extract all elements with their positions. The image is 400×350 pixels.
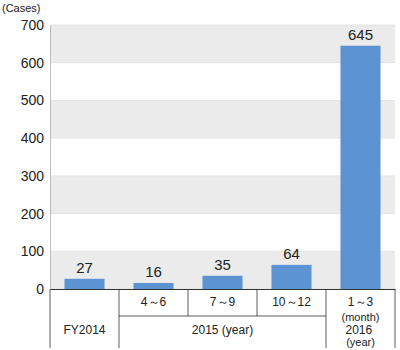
y-tick-label: 0	[36, 281, 44, 297]
data-label: 64	[283, 245, 300, 262]
y-axis-line	[50, 26, 51, 290]
x-axis-line	[51, 289, 396, 290]
x-tick-label: 10～12	[272, 295, 311, 309]
annotation: (month)	[342, 311, 380, 323]
y-tick: 500	[21, 92, 50, 108]
y-tick-label: 100	[21, 243, 45, 259]
y-tick: 200	[21, 206, 50, 222]
bar	[202, 276, 242, 289]
x-tick: 4～6	[141, 289, 167, 309]
data-label: 645	[348, 26, 373, 43]
category-divider	[257, 289, 258, 316]
x-tick-label: 4～6	[141, 295, 167, 309]
y-label: (Cases)	[2, 2, 41, 14]
category-divider	[395, 289, 396, 348]
y-tick: 100	[21, 243, 50, 259]
x-tick-label: 1～3	[348, 295, 374, 309]
y-tick-label: 300	[21, 168, 45, 184]
grid-line	[50, 25, 395, 26]
bars	[64, 46, 380, 289]
x-tick: 1～3	[348, 289, 374, 309]
y-tick: 600	[21, 55, 50, 71]
bar	[271, 265, 311, 289]
category-divider	[119, 289, 120, 348]
x-tick: 10～12	[272, 289, 311, 309]
category-divider	[50, 289, 51, 348]
y-tick-label: 400	[21, 130, 45, 146]
data-label: 35	[214, 256, 231, 273]
x-tick: 7～9	[210, 289, 236, 309]
y-tick-label: 500	[21, 92, 45, 108]
group-label: 2015 (year)	[192, 323, 253, 337]
bar	[133, 283, 173, 289]
x-axis: 4～6 7～9 10～12 1～3	[51, 289, 396, 309]
y-tick-label: 600	[21, 55, 45, 71]
category-divider	[188, 289, 189, 316]
x-tick-label: 7～9	[210, 295, 236, 309]
y-tick: 400	[21, 130, 50, 146]
group-rule	[119, 316, 326, 317]
data-label: 16	[145, 263, 162, 280]
grid	[50, 25, 395, 289]
separators	[50, 289, 395, 348]
y-tick-label: 200	[21, 206, 45, 222]
data-label: 27	[76, 259, 93, 276]
bar	[64, 279, 104, 289]
y-tick-label: 700	[21, 17, 45, 33]
group-label: FY2014	[63, 323, 105, 337]
y-tick: 300	[21, 168, 50, 184]
chart: 0 100 200 300 400 500 600 700 (Cases) 27 16 35 64 645…	[0, 0, 400, 350]
bar	[340, 46, 380, 289]
y-axis: 0 100 200 300 400 500 600 700	[21, 17, 51, 297]
group-label: 2016 (year)	[345, 323, 375, 348]
category-divider	[326, 289, 327, 348]
y-tick: 0	[36, 281, 50, 297]
y-tick: 700	[21, 17, 50, 33]
